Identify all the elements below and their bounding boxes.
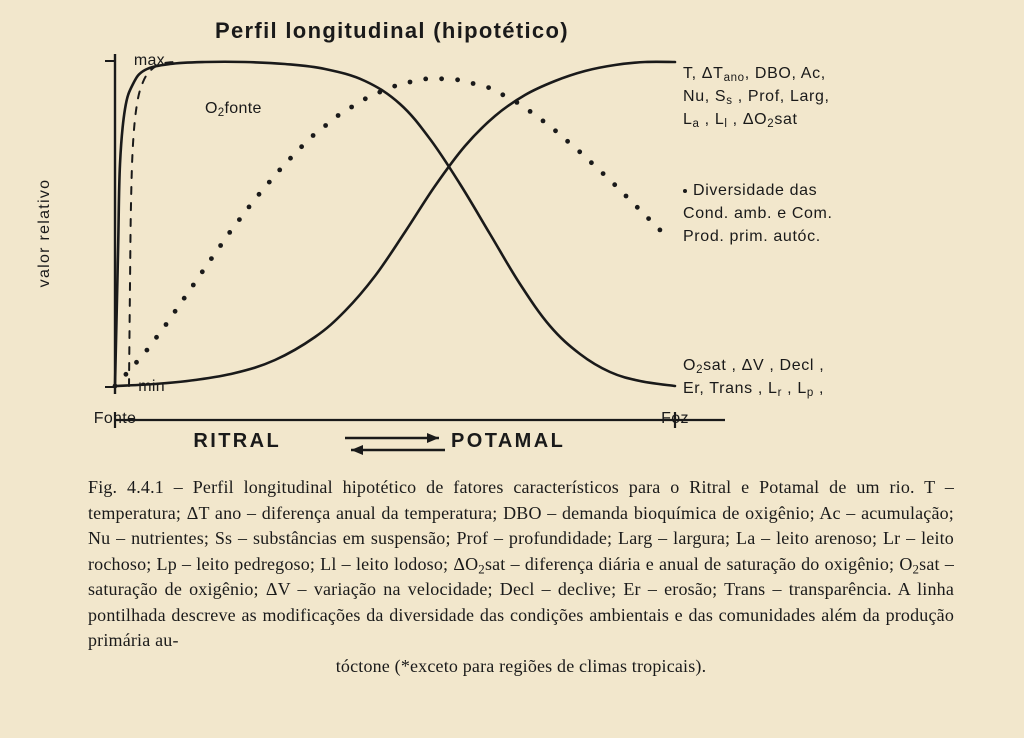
zone-row: RITRAL POTAMAL bbox=[115, 430, 675, 456]
plot-area: max min O2fonte Fonte Foz RITRAL POTAMAL bbox=[115, 54, 675, 394]
x-tick-foz: Foz bbox=[661, 410, 689, 428]
labels-diversity: Diversidade dasCond. amb. e Com.Prod. pr… bbox=[683, 179, 833, 249]
curve-o2-fonte bbox=[129, 62, 173, 386]
x-tick-fonte: Fonte bbox=[94, 410, 137, 428]
plot-svg bbox=[115, 54, 675, 394]
y-tick-max: max bbox=[134, 52, 165, 70]
zone-potamal: POTAMAL bbox=[451, 430, 565, 453]
figure-caption: Fig. 4.4.1 – Perfil longitudinal hipotét… bbox=[88, 475, 954, 679]
curve-descending bbox=[115, 62, 675, 386]
y-tickmark-max bbox=[105, 60, 115, 62]
labels-descending-vars: O2sat , ΔV , Decl ,Er, Trans , Lr , Lp , bbox=[683, 354, 824, 400]
y-tick-min: min bbox=[138, 378, 165, 396]
labels-ascending-vars: T, ΔTano, DBO, Ac,Nu, Ss , Prof, Larg,La… bbox=[683, 62, 830, 132]
o2-fonte-label: O2fonte bbox=[205, 100, 262, 118]
longitudinal-profile-chart: Perfil longitudinal (hipotético) valor r… bbox=[55, 18, 765, 448]
y-axis-label: valor relativo bbox=[36, 179, 54, 288]
zone-ritral: RITRAL bbox=[193, 430, 281, 453]
chart-title: Perfil longitudinal (hipotético) bbox=[215, 18, 569, 44]
zone-arrows-icon bbox=[335, 430, 455, 456]
curve-diversity-dotted bbox=[113, 76, 663, 388]
curve-ascending bbox=[115, 62, 675, 386]
y-tickmark-min bbox=[105, 386, 115, 388]
